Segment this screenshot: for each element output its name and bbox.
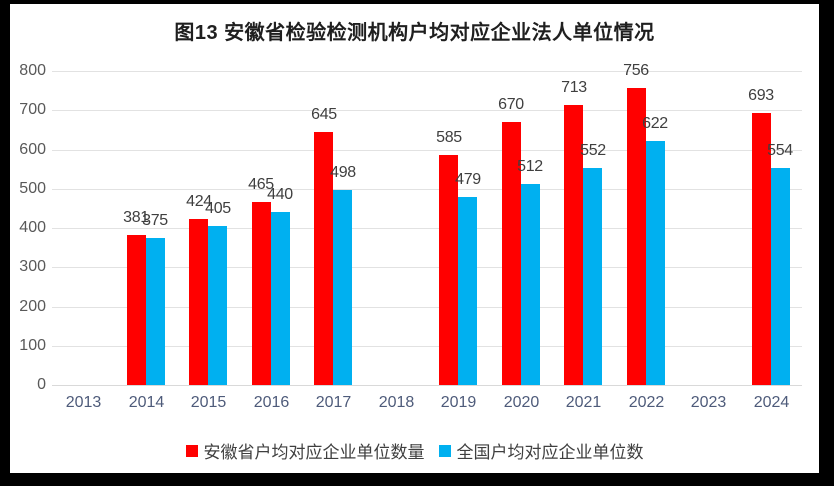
data-label-national-2015: 405	[205, 200, 231, 217]
data-label-anhui-2024: 693	[748, 87, 774, 104]
x-axis-tick-label: 2022	[628, 394, 665, 411]
x-axis-tick-label: 2024	[753, 394, 790, 411]
legend-item-anhui: 安徽省户均对应企业单位数量	[185, 438, 425, 463]
data-label-anhui-2020: 670	[498, 96, 524, 113]
data-label-anhui-2017: 645	[311, 106, 337, 123]
x-axis-tick-label: 2013	[65, 394, 102, 411]
gridline	[52, 71, 802, 72]
legend-label-national: 全国户均对应企业单位数	[456, 443, 644, 462]
y-axis-tick-label: 300	[19, 258, 46, 275]
bar-national-2019	[458, 197, 477, 385]
x-axis-tick-label: 2016	[253, 394, 290, 411]
legend-swatch-national-icon	[438, 444, 451, 457]
bar-anhui-2014	[127, 235, 146, 385]
data-label-national-2017: 498	[330, 164, 356, 181]
y-axis-tick-label: 700	[19, 101, 46, 118]
y-axis-tick-label: 500	[19, 180, 46, 197]
x-axis-tick-label: 2020	[503, 394, 540, 411]
x-axis-tick-label: 2018	[378, 394, 415, 411]
gridline	[52, 307, 802, 308]
data-label-national-2019: 479	[455, 171, 481, 188]
bar-national-2015	[208, 226, 227, 385]
data-label-national-2020: 512	[517, 158, 543, 175]
y-axis-tick-label: 200	[19, 298, 46, 315]
data-label-anhui-2021: 713	[561, 79, 587, 96]
bar-national-2022	[646, 141, 665, 385]
data-label-national-2021: 552	[580, 142, 606, 159]
bar-national-2017	[333, 190, 352, 385]
gridline	[52, 150, 802, 151]
bar-anhui-2019	[439, 155, 458, 385]
legend-label-anhui: 安徽省户均对应企业单位数量	[203, 443, 425, 462]
x-axis-tick-label: 2014	[128, 394, 165, 411]
bar-anhui-2017	[314, 132, 333, 385]
y-axis-tick-label: 600	[19, 141, 46, 158]
bar-anhui-2015	[189, 219, 208, 385]
data-label-anhui-2016: 465	[248, 176, 274, 193]
data-label-anhui-2019: 585	[436, 129, 462, 146]
data-label-anhui-2022: 756	[623, 62, 649, 79]
bar-national-2021	[583, 168, 602, 385]
x-axis-tick-label: 2015	[190, 394, 227, 411]
bar-national-2020	[521, 184, 540, 385]
chart-title: 图13 安徽省检验检测机构户均对应企业法人单位情况	[174, 22, 655, 44]
data-label-national-2014: 375	[142, 212, 168, 229]
bar-anhui-2022	[627, 88, 646, 385]
bar-anhui-2020	[502, 122, 521, 385]
legend-item-national: 全国户均对应企业单位数	[438, 438, 644, 463]
data-label-anhui-2015: 424	[186, 193, 212, 210]
x-axis-tick-label: 2021	[565, 394, 602, 411]
bar-anhui-2021	[564, 105, 583, 385]
legend-swatch-anhui-icon	[185, 444, 198, 457]
x-axis-tick-label: 2019	[440, 394, 477, 411]
x-axis-line	[52, 385, 802, 386]
gridline	[52, 228, 802, 229]
bar-anhui-2024	[752, 113, 771, 385]
gridline	[52, 189, 802, 190]
data-label-national-2022: 622	[642, 115, 668, 132]
data-label-national-2024: 554	[767, 142, 793, 159]
gridline	[52, 346, 802, 347]
y-axis-tick-label: 100	[19, 337, 46, 354]
chart-area: 图13 安徽省检验检测机构户均对应企业法人单位情况 0 100 200 300 400 5…	[10, 4, 819, 473]
plot-area: 0 100 200 300 400 500 600 700 800 2013 2014 381 375 2…	[10, 4, 819, 473]
gridline	[52, 267, 802, 268]
gridline	[52, 110, 802, 111]
y-axis-tick-label: 400	[19, 219, 46, 236]
data-label-national-2016: 440	[267, 186, 293, 203]
legend: 安徽省户均对应企业单位数量 全国户均对应企业单位数	[10, 438, 819, 463]
x-axis-tick-label: 2023	[690, 394, 727, 411]
y-axis-tick-label: 800	[19, 62, 46, 79]
y-axis-tick-label: 0	[37, 376, 46, 393]
bar-national-2014	[146, 238, 165, 385]
data-label-anhui-2014: 381	[123, 209, 149, 226]
bar-national-2024	[771, 168, 790, 385]
bar-anhui-2016	[252, 202, 271, 385]
bar-national-2016	[271, 212, 290, 385]
x-axis-tick-label: 2017	[315, 394, 352, 411]
